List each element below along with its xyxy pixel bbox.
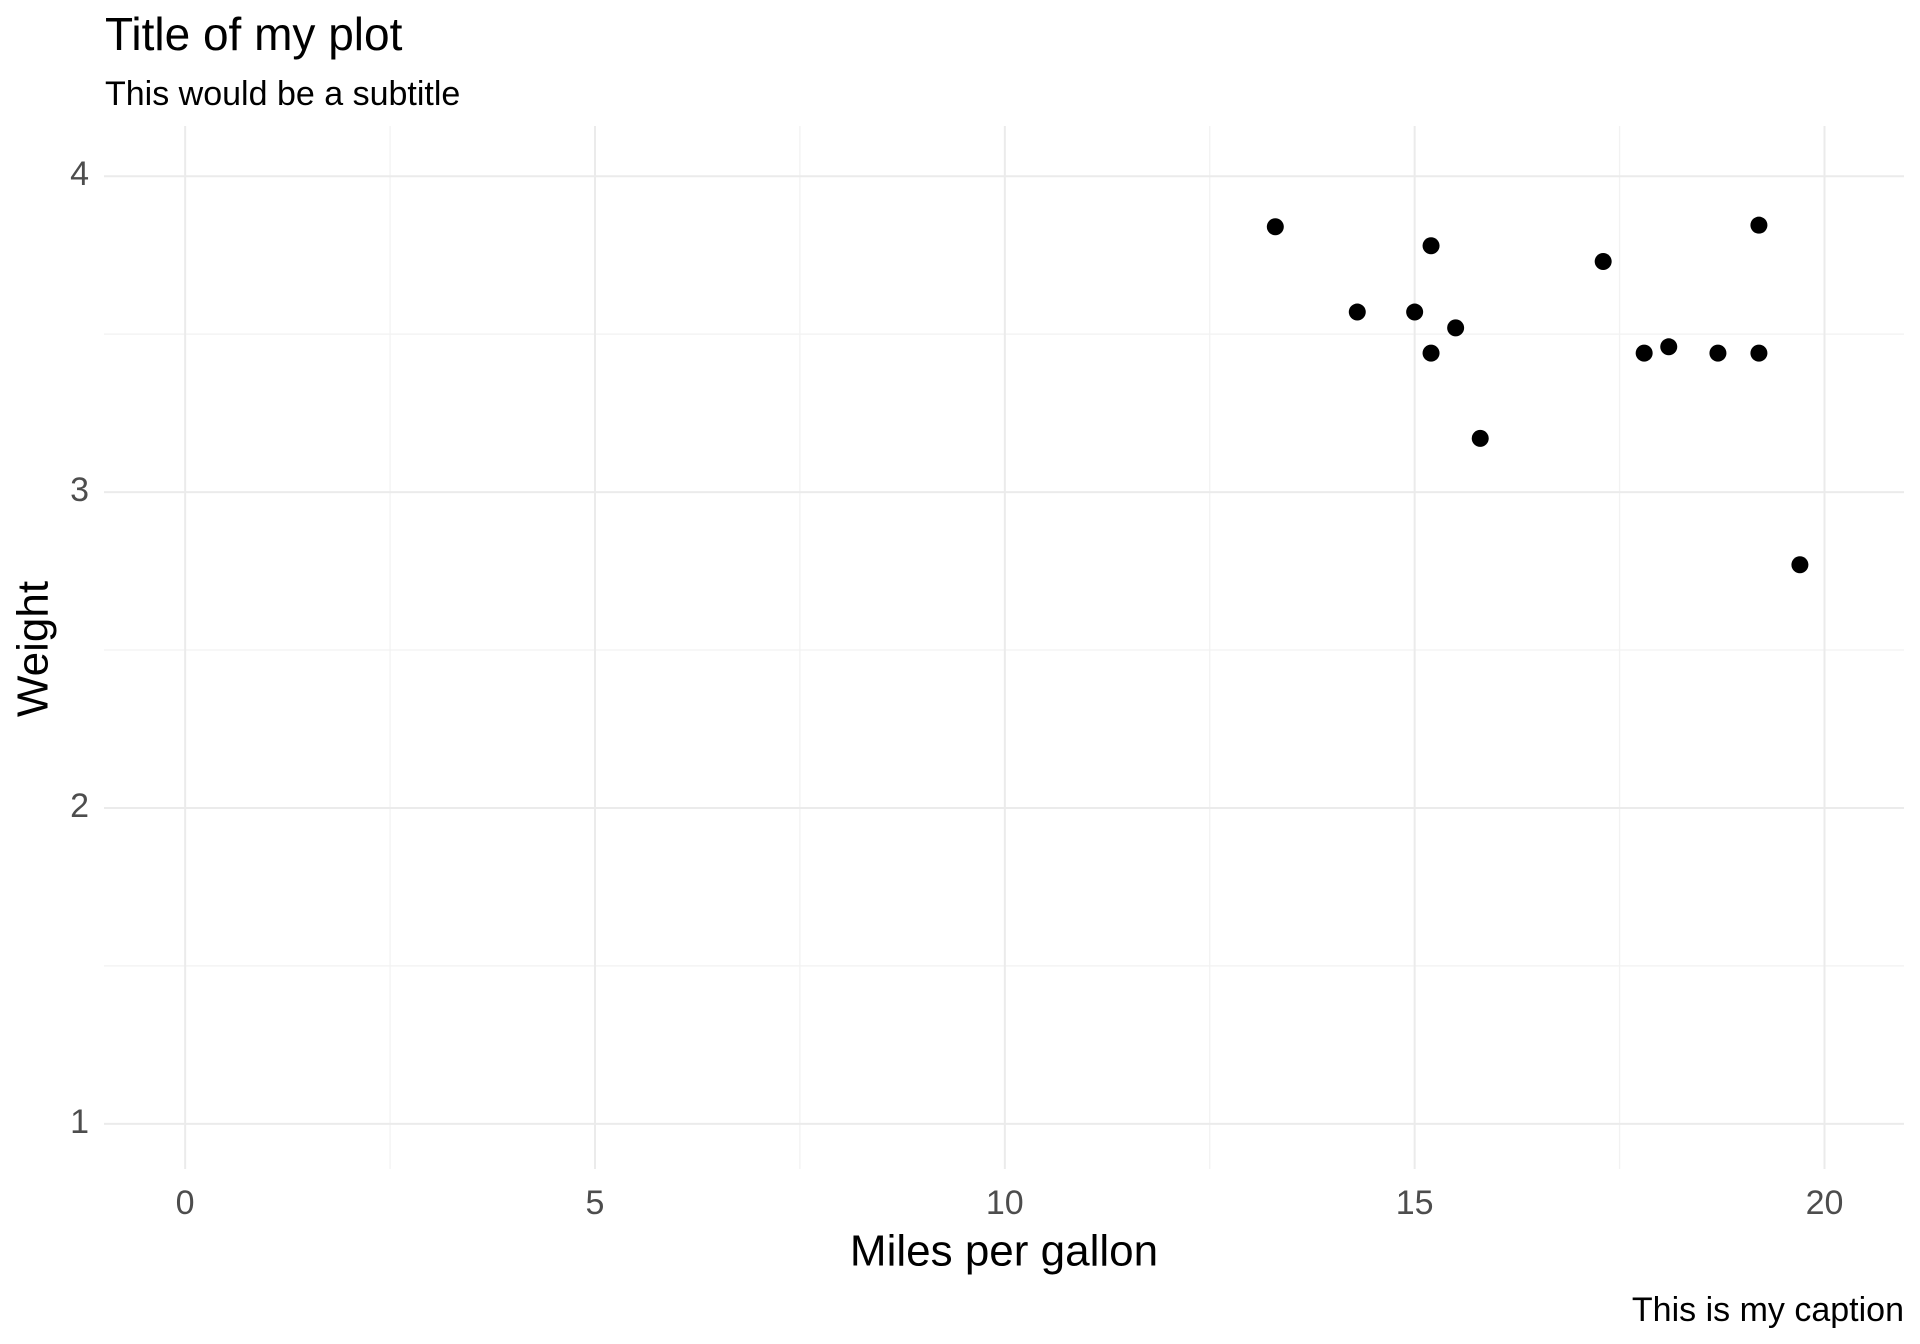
point xyxy=(1406,303,1424,321)
point xyxy=(1750,344,1768,362)
chart-title: Title of my plot xyxy=(105,8,403,60)
point xyxy=(1422,344,1440,362)
x-tick-label: 0 xyxy=(176,1184,195,1222)
point xyxy=(1266,218,1284,236)
x-tick-label: 15 xyxy=(1396,1184,1434,1222)
y-tick-label: 4 xyxy=(70,155,89,193)
x-tick-label: 5 xyxy=(586,1184,605,1222)
y-axis-title: Weight xyxy=(9,581,58,717)
x-axis-title: Miles per gallon xyxy=(850,1227,1158,1276)
point xyxy=(1422,237,1440,255)
point xyxy=(1709,344,1727,362)
point xyxy=(1447,319,1465,337)
y-tick-label: 1 xyxy=(70,1103,89,1141)
point xyxy=(1750,216,1768,234)
chart-subtitle: This would be a subtitle xyxy=(105,75,460,113)
point xyxy=(1594,253,1612,271)
point xyxy=(1348,303,1366,321)
point xyxy=(1635,344,1653,362)
y-tick-label: 3 xyxy=(70,471,89,509)
x-tick-label: 10 xyxy=(986,1184,1024,1222)
point xyxy=(1471,429,1489,447)
y-tick-label: 2 xyxy=(70,787,89,825)
caption: This is my caption xyxy=(1632,1291,1904,1329)
point xyxy=(1660,338,1678,356)
x-tick-label: 20 xyxy=(1806,1184,1844,1222)
point xyxy=(1791,556,1809,574)
